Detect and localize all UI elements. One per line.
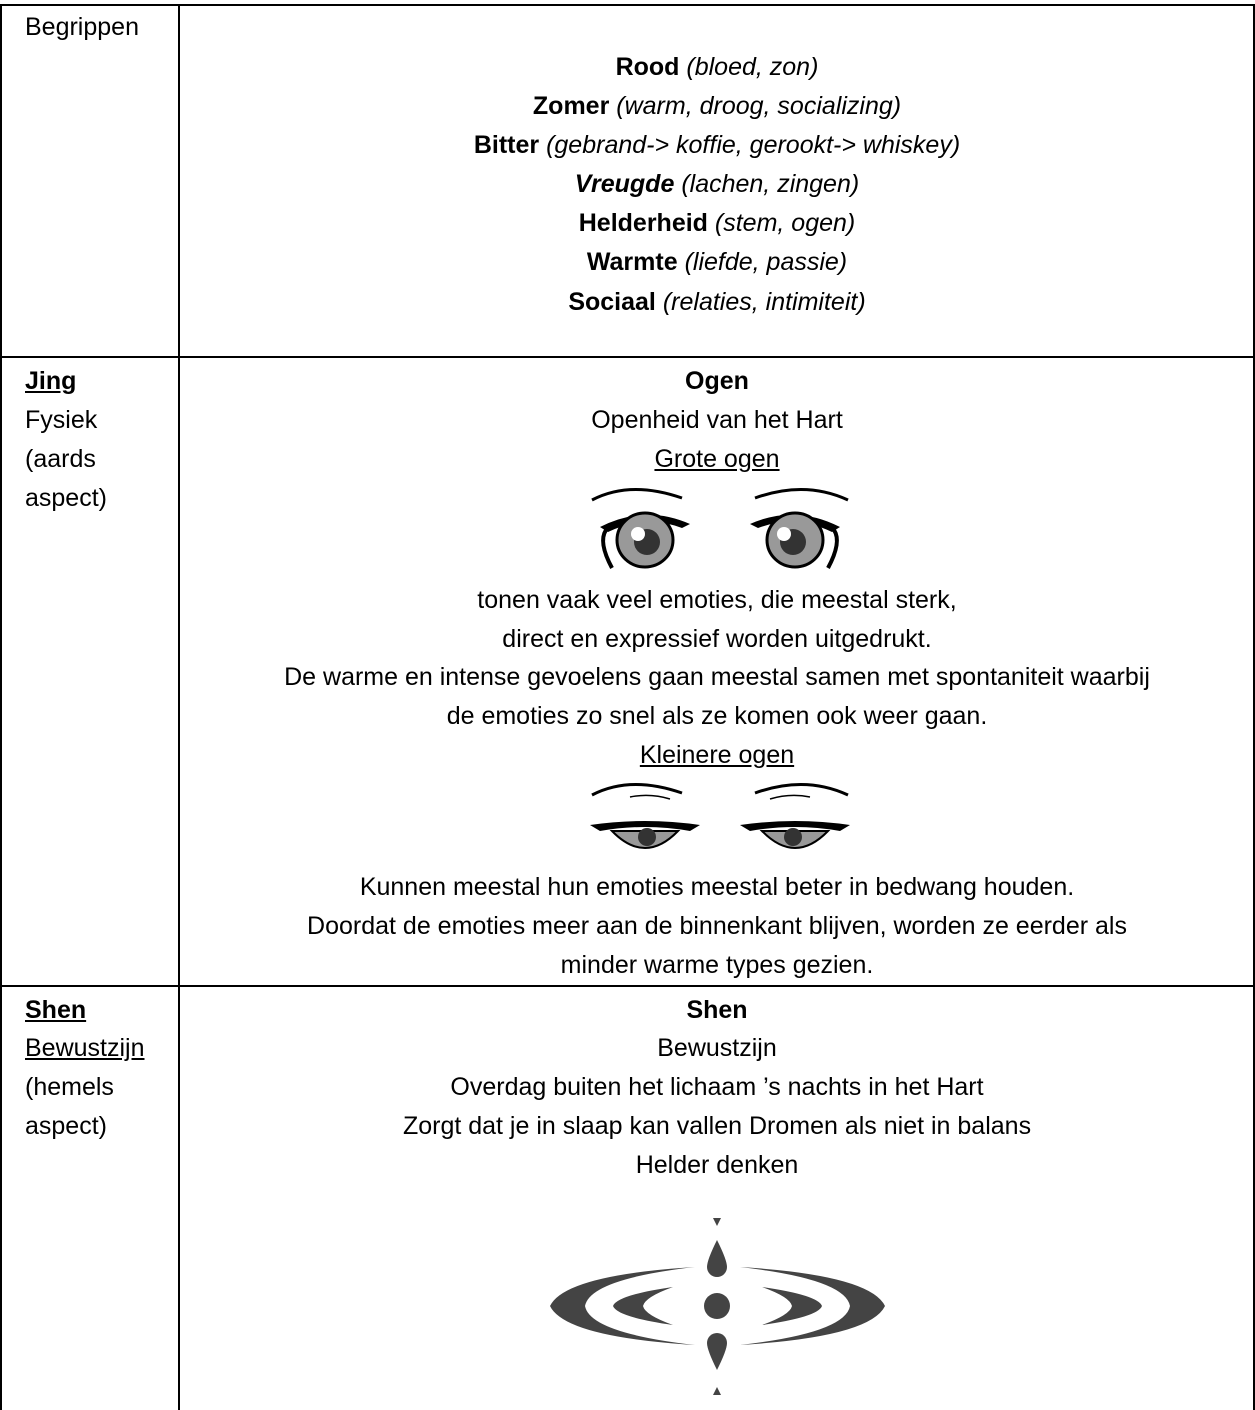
row-label: Jing	[25, 362, 76, 401]
text-line: tonen vaak veel emoties, die meestal ste…	[477, 586, 957, 614]
row-label: Begrippen	[25, 13, 139, 41]
term-line: Rood (bloed, zon)	[179, 48, 1255, 87]
table-border	[0, 4, 1255, 6]
note: (stem, ogen)	[714, 209, 856, 237]
text-line: direct en expressief worden uitgedrukt.	[502, 625, 932, 653]
term: Zomer	[532, 92, 610, 120]
table-border	[178, 4, 180, 1410]
text-line: Overdag buiten het lichaam ’s nachts in …	[450, 1073, 984, 1101]
note: (relaties, intimiteit)	[662, 288, 866, 316]
term-line: Vreugde (lachen, zingen)	[179, 165, 1255, 204]
note: (liefde, passie)	[684, 248, 848, 276]
term-line: Zomer (warm, droog, socializing)	[179, 87, 1255, 126]
heading: Shen	[179, 991, 1255, 1030]
text-line: Helder denken	[635, 1151, 799, 1179]
row-label: aspect)	[25, 1112, 107, 1140]
note: (warm, droog, socializing)	[616, 92, 902, 120]
group-title-text: Grote ogen	[654, 445, 780, 473]
text-line: minder warme types gezien.	[560, 951, 874, 979]
group-title: Kleinere ogen	[179, 736, 1255, 775]
text-line: Bewustzijn	[657, 1034, 777, 1062]
large-eyes-illustration	[591, 488, 849, 569]
row-label: Shen	[25, 991, 86, 1030]
term: Sociaal	[568, 288, 656, 316]
term: Helderheid	[578, 209, 708, 237]
term-line: Warmte (liefde, passie)	[179, 243, 1255, 282]
table-border	[0, 4, 2, 1410]
term: Bitter	[473, 131, 540, 159]
row-label: Fysiek	[25, 406, 98, 434]
term: Warmte	[586, 248, 678, 276]
term-line: Sociaal (relaties, intimiteit)	[179, 283, 1255, 322]
heading-text: Ogen	[685, 367, 749, 395]
row-label: Bewustzijn	[25, 1029, 145, 1068]
label-subtitle: Bewustzijn	[25, 1034, 145, 1062]
group-title-text: Kleinere ogen	[639, 741, 795, 769]
heading: Ogen	[179, 362, 1255, 401]
text-line: Zorgt dat je in slaap kan vallen Dromen …	[402, 1112, 1032, 1140]
label-title: Shen	[25, 996, 87, 1024]
term-line: Helderheid (stem, ogen)	[179, 204, 1255, 243]
text-line: De warme en intense gevoelens gaan meest…	[284, 663, 1150, 691]
note: (bloed, zon)	[686, 53, 819, 81]
text-line: Kunnen meestal hun emoties meestal beter…	[359, 873, 1075, 901]
term: Rood	[615, 53, 680, 81]
shen-symbol	[550, 1218, 885, 1395]
row-label: (hemels	[25, 1073, 114, 1101]
small-eyes-illustration	[590, 783, 850, 849]
note: (gebrand-> koffie, gerookt-> whiskey)	[546, 131, 961, 159]
text-line: Doordat de emoties meer aan de binnenkan…	[307, 912, 1127, 940]
row-label: aspect)	[25, 484, 107, 512]
label-title: Jing	[25, 367, 77, 395]
text-line: de emoties zo snel als ze komen ook weer…	[446, 702, 988, 730]
table-border	[0, 356, 1255, 358]
subheading: Openheid van het Hart	[591, 406, 843, 434]
note: (lachen, zingen)	[681, 170, 860, 198]
table-border	[1253, 4, 1255, 1410]
row-label: (aards	[25, 445, 96, 473]
heading-text: Shen	[686, 996, 748, 1024]
term: Vreugde	[574, 170, 675, 198]
group-title: Grote ogen	[179, 440, 1255, 479]
table-border	[0, 985, 1255, 987]
term-line: Bitter (gebrand-> koffie, gerookt-> whis…	[179, 126, 1255, 165]
